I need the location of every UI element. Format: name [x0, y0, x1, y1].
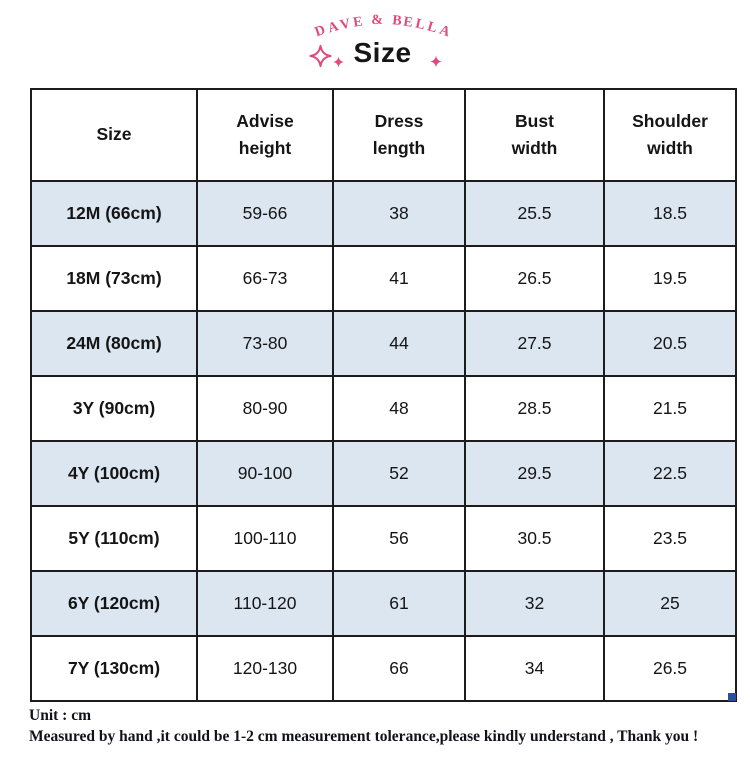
- value-cell: 25.5: [464, 180, 605, 247]
- size-cell: 24M (80cm): [30, 310, 198, 377]
- value-cell: 90-100: [196, 440, 334, 507]
- value-cell: 73-80: [196, 310, 334, 377]
- column-header: Size: [30, 88, 198, 182]
- value-cell: 25: [603, 570, 737, 637]
- table-row: 4Y (100cm) 90-100 52 29.5 22.5: [30, 440, 737, 507]
- value-cell: 66: [332, 635, 466, 702]
- value-cell: 29.5: [464, 440, 605, 507]
- unit-note: Unit : cm: [29, 707, 91, 724]
- brand-letter: &: [371, 12, 384, 29]
- value-cell: 20.5: [603, 310, 737, 377]
- table-row: 3Y (90cm) 80-90 48 28.5 21.5: [30, 375, 737, 442]
- table-row: 7Y (130cm) 120-130 66 34 26.5: [30, 635, 737, 702]
- value-cell: 52: [332, 440, 466, 507]
- footer-notes: Unit : cm Measured by hand ,it could be …: [29, 706, 741, 747]
- size-table: Size Advise height Dress length Bust width Shou…: [30, 88, 737, 702]
- sparkle-outline-icon: [309, 43, 332, 69]
- sparkle-filled-icon: [430, 55, 442, 68]
- value-cell: 80-90: [196, 375, 334, 442]
- tolerance-note: Measured by hand ,it could be 1-2 cm mea…: [29, 727, 699, 745]
- table-row: 6Y (120cm) 110-120 61 32 25: [30, 570, 737, 637]
- size-cell: 6Y (120cm): [30, 570, 198, 637]
- value-cell: 26.5: [603, 635, 737, 702]
- size-cell: 18M (73cm): [30, 245, 198, 312]
- value-cell: 120-130: [196, 635, 334, 702]
- column-header: Shoulder width: [603, 88, 737, 182]
- table-row: 18M (73cm) 66-73 41 26.5 19.5: [30, 245, 737, 312]
- table-row: 12M (66cm) 59-66 38 25.5 18.5: [30, 180, 737, 247]
- value-cell: 21.5: [603, 375, 737, 442]
- column-header: Bust width: [464, 88, 605, 182]
- table-row: 5Y (110cm) 100-110 56 30.5 23.5: [30, 505, 737, 572]
- value-cell: 59-66: [196, 180, 334, 247]
- value-cell: 100-110: [196, 505, 334, 572]
- size-cell: 5Y (110cm): [30, 505, 198, 572]
- page-title: Size: [353, 37, 412, 68]
- size-table-header-row: Size Advise height Dress length Bust width Shou…: [30, 88, 737, 182]
- value-cell: 28.5: [464, 375, 605, 442]
- value-cell: 18.5: [603, 180, 737, 247]
- value-cell: 22.5: [603, 440, 737, 507]
- size-cell: 7Y (130cm): [30, 635, 198, 702]
- value-cell: 61: [332, 570, 466, 637]
- value-cell: 23.5: [603, 505, 737, 572]
- value-cell: 41: [332, 245, 466, 312]
- value-cell: 44: [332, 310, 466, 377]
- value-cell: 56: [332, 505, 466, 572]
- value-cell: 48: [332, 375, 466, 442]
- column-header: Dress length: [332, 88, 466, 182]
- size-cell: 3Y (90cm): [30, 375, 198, 442]
- value-cell: 30.5: [464, 505, 605, 572]
- sparkle-filled-icon: [333, 56, 344, 68]
- value-cell: 66-73: [196, 245, 334, 312]
- value-cell: 26.5: [464, 245, 605, 312]
- table-corner-handle: [728, 693, 736, 701]
- value-cell: 32: [464, 570, 605, 637]
- size-cell: 4Y (100cm): [30, 440, 198, 507]
- column-header: Advise height: [196, 88, 334, 182]
- value-cell: 19.5: [603, 245, 737, 312]
- value-cell: 34: [464, 635, 605, 702]
- value-cell: 38: [332, 180, 466, 247]
- size-cell: 12M (66cm): [30, 180, 198, 247]
- value-cell: 110-120: [196, 570, 334, 637]
- value-cell: 27.5: [464, 310, 605, 377]
- size-table-body: 12M (66cm) 59-66 38 25.5 18.5 18M (73cm) 66-73…: [30, 180, 737, 702]
- table-row: 24M (80cm) 73-80 44 27.5 20.5: [30, 310, 737, 377]
